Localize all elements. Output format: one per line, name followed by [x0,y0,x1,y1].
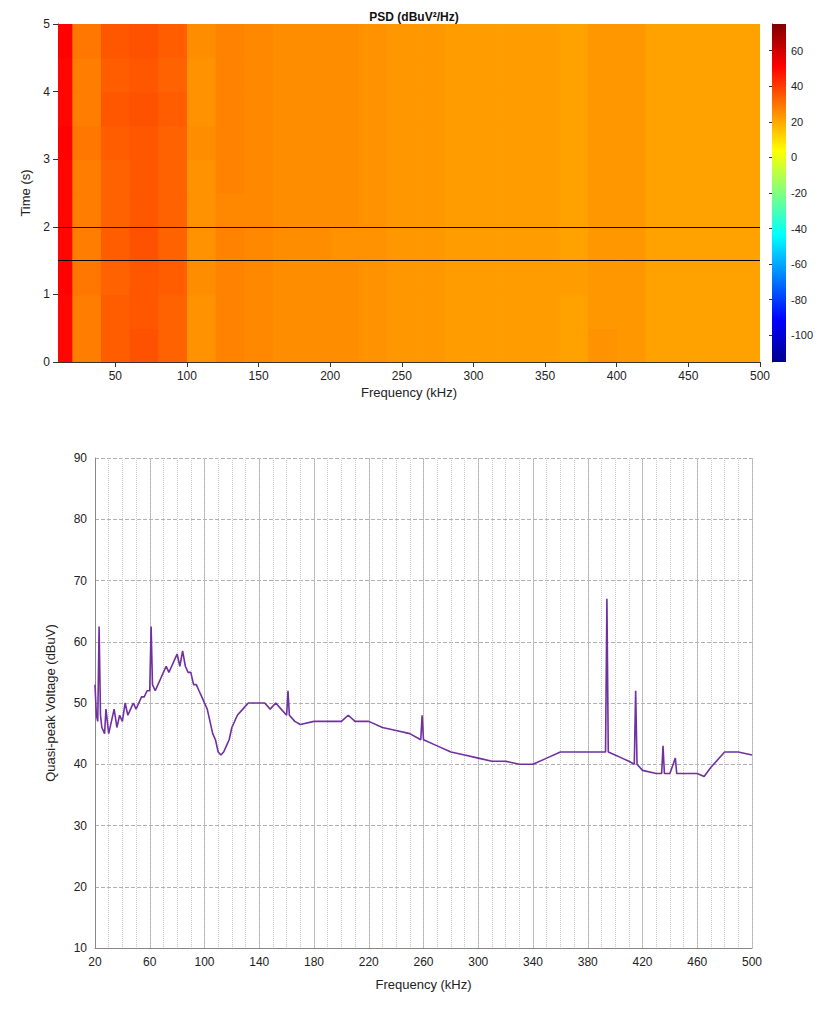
svg-text:70: 70 [74,574,88,588]
svg-text:300: 300 [463,369,483,383]
svg-text:90: 90 [74,451,88,465]
svg-text:60: 60 [74,635,88,649]
svg-text:30: 30 [74,819,88,833]
svg-text:Quasi-peak Voltage (dBuV): Quasi-peak Voltage (dBuV) [43,624,58,782]
svg-text:100: 100 [194,955,214,969]
svg-text:2: 2 [43,220,50,234]
svg-text:20: 20 [74,880,88,894]
svg-text:-100: -100 [791,329,813,341]
svg-text:-40: -40 [791,223,807,235]
svg-text:460: 460 [687,955,707,969]
svg-text:0: 0 [791,151,797,163]
svg-text:400: 400 [607,369,627,383]
svg-text:PSD (dBuV²/Hz): PSD (dBuV²/Hz) [369,10,458,24]
svg-text:150: 150 [249,369,269,383]
svg-text:500: 500 [742,955,762,969]
svg-text:220: 220 [359,955,379,969]
svg-text:380: 380 [578,955,598,969]
svg-text:180: 180 [304,955,324,969]
svg-text:140: 140 [249,955,269,969]
svg-text:50: 50 [109,369,123,383]
svg-text:Frequency (kHz): Frequency (kHz) [375,977,471,992]
svg-text:350: 350 [535,369,555,383]
svg-text:50: 50 [74,696,88,710]
svg-text:250: 250 [392,369,412,383]
svg-text:-60: -60 [791,258,807,270]
svg-text:60: 60 [143,955,157,969]
svg-text:0: 0 [43,355,50,369]
svg-text:20: 20 [791,116,803,128]
svg-text:10: 10 [74,941,88,955]
svg-text:500: 500 [750,369,770,383]
svg-text:340: 340 [523,955,543,969]
svg-text:420: 420 [632,955,652,969]
svg-text:100: 100 [177,369,197,383]
svg-text:Frequency (kHz): Frequency (kHz) [361,385,457,400]
svg-text:1: 1 [43,287,50,301]
svg-text:260: 260 [413,955,433,969]
svg-text:5: 5 [43,17,50,31]
svg-text:-80: -80 [791,294,807,306]
svg-text:60: 60 [791,45,803,57]
svg-text:450: 450 [678,369,698,383]
svg-text:40: 40 [74,757,88,771]
svg-text:200: 200 [320,369,340,383]
svg-text:40: 40 [791,80,803,92]
svg-text:-20: -20 [791,187,807,199]
svg-text:20: 20 [88,955,102,969]
svg-text:3: 3 [43,152,50,166]
svg-text:300: 300 [468,955,488,969]
svg-text:80: 80 [74,512,88,526]
svg-text:Time (s): Time (s) [18,169,33,216]
svg-text:4: 4 [43,85,50,99]
